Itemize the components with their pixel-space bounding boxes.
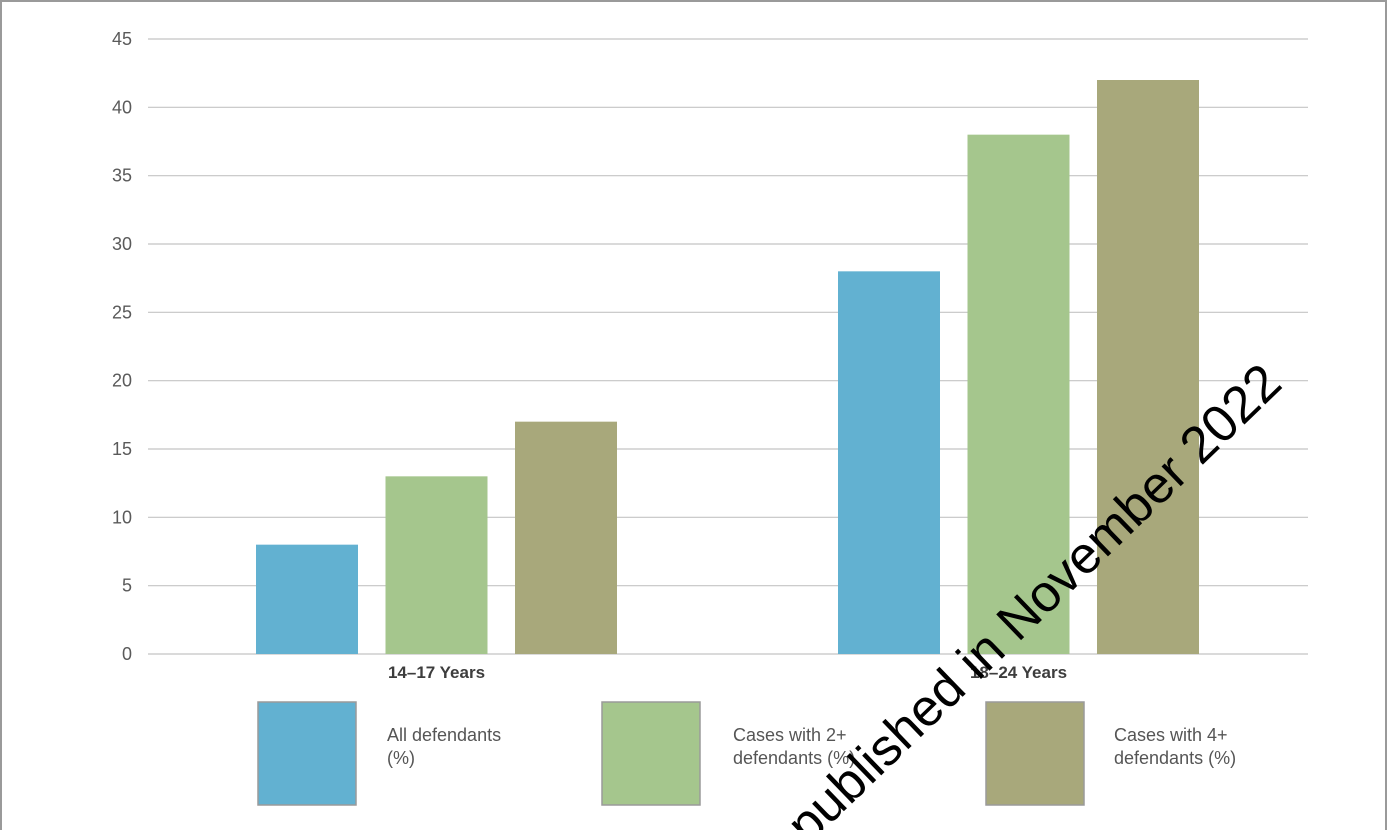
x-category-label: 14–17 Years xyxy=(388,663,485,682)
y-tick-label: 0 xyxy=(122,644,132,664)
bar xyxy=(967,134,1070,654)
y-tick-label: 10 xyxy=(112,507,132,527)
x-category-label: 18–24 Years xyxy=(970,663,1067,682)
legend-label: Cases with 2+ defendants (%) xyxy=(733,725,855,768)
legend: All defendants (%) Cases with 2+ defendants… xyxy=(257,701,1236,806)
bar xyxy=(515,421,617,654)
y-axis-ticks: 0 5 10 15 20 25 30 35 40 45 xyxy=(112,29,132,664)
legend-label: Cases with 4+ defendants (%) xyxy=(1114,725,1236,768)
y-tick-label: 15 xyxy=(112,439,132,459)
x-axis-categories: 14–17 Years 18–24 Years xyxy=(388,663,1067,682)
legend-swatch xyxy=(601,701,701,806)
bar xyxy=(838,271,940,654)
y-tick-label: 25 xyxy=(112,302,132,322)
bar xyxy=(256,544,358,654)
bar xyxy=(385,476,488,654)
y-tick-label: 40 xyxy=(112,97,132,117)
bars xyxy=(256,80,1199,654)
y-tick-label: 35 xyxy=(112,166,132,186)
y-tick-label: 30 xyxy=(112,234,132,254)
y-tick-label: 20 xyxy=(112,371,132,391)
legend-swatch xyxy=(985,701,1085,806)
y-tick-label: 45 xyxy=(112,29,132,49)
legend-swatch xyxy=(257,701,357,806)
legend-label: All defendants (%) xyxy=(387,725,501,768)
bar xyxy=(1097,80,1199,654)
y-tick-label: 5 xyxy=(122,576,132,596)
